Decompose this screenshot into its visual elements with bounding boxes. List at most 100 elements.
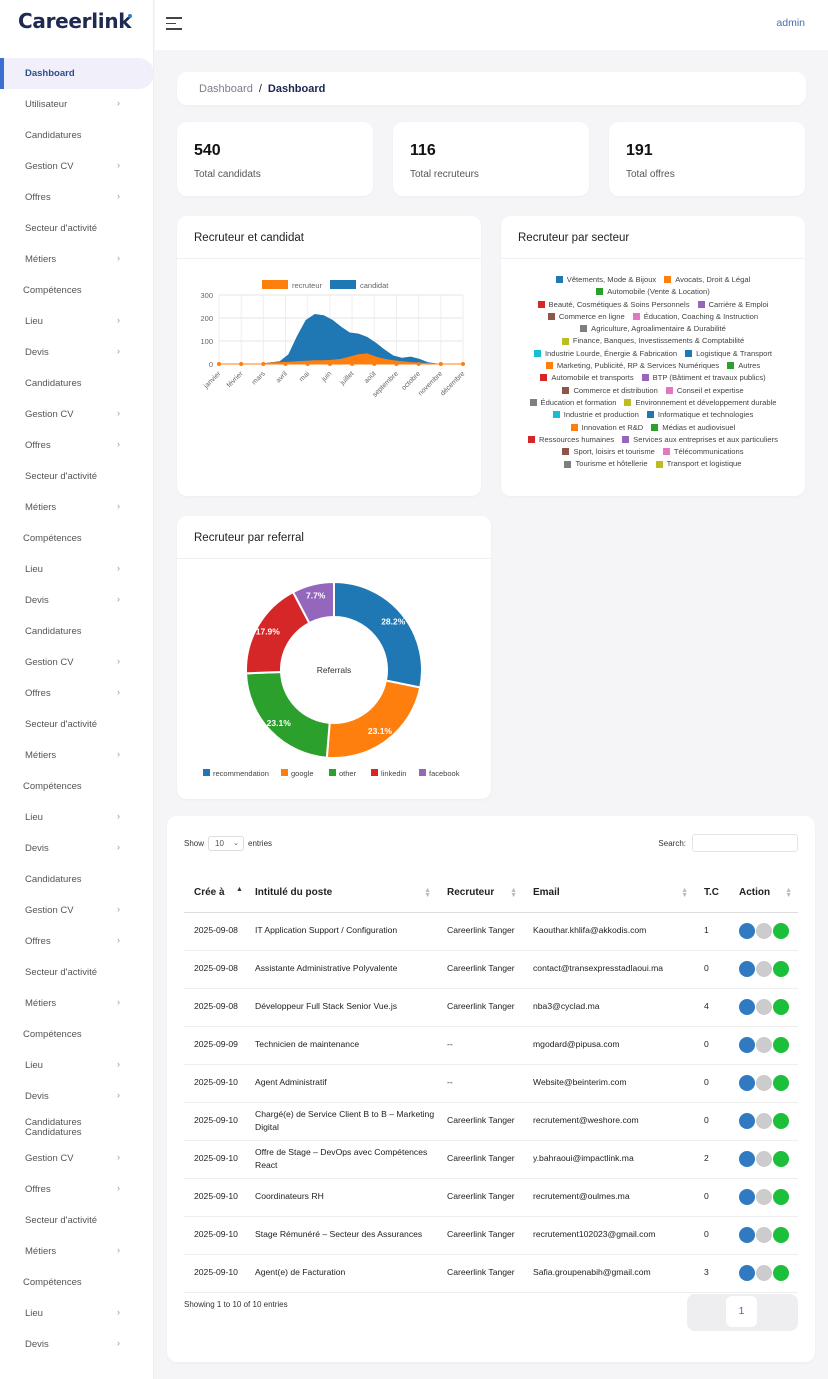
legend-item[interactable]: Logistique & Transport [685, 348, 772, 359]
user-menu[interactable]: admin [776, 17, 805, 29]
slice-facebook[interactable] [291, 580, 335, 625]
sidebar-item[interactable]: Devis › [0, 833, 153, 864]
legend-item[interactable]: Environnement et développement durable [624, 397, 776, 408]
sidebar-item[interactable]: Devis › [0, 337, 153, 368]
toggle-status-button[interactable] [773, 1189, 789, 1205]
legend-item[interactable]: Innovation et R&D [570, 422, 643, 433]
view-button[interactable] [739, 1189, 755, 1205]
menu-toggle-icon[interactable] [166, 17, 182, 31]
sidebar-item[interactable]: Candidatures [0, 120, 153, 151]
column-header-intitule[interactable]: Intitulé du poste ▲ ▼ [245, 874, 437, 913]
legend-item[interactable]: Services aux entreprises et aux particul… [622, 434, 778, 445]
edit-button[interactable] [756, 1037, 772, 1053]
view-button[interactable] [739, 1227, 755, 1243]
toggle-status-button[interactable] [773, 1113, 789, 1129]
page-size-select[interactable]: 10 ⌄ [208, 836, 245, 851]
sidebar-item[interactable]: Métiers › [0, 244, 153, 275]
column-header-cree-a[interactable]: Crée à ▲ [184, 874, 245, 913]
view-button[interactable] [739, 1113, 755, 1129]
sidebar-item[interactable]: Métiers › [0, 740, 153, 771]
legend-item[interactable]: Sport, loisirs et tourisme [562, 446, 655, 457]
legend-item[interactable]: Autres [727, 360, 760, 371]
legend-item[interactable]: Ressources humaines [528, 434, 614, 445]
legend-item[interactable]: Finance, Banques, Investissements & Comp… [561, 335, 744, 346]
sidebar-item[interactable]: Offres › [0, 430, 153, 461]
toggle-status-button[interactable] [773, 1227, 789, 1243]
edit-button[interactable] [756, 1189, 772, 1205]
sidebar-item[interactable]: Secteur d'activité [0, 461, 153, 492]
view-button[interactable] [739, 1151, 755, 1167]
legend-item[interactable]: Automobile (Vente & Location) [596, 286, 710, 297]
sidebar-item[interactable]: Lieu › [0, 1298, 153, 1329]
edit-button[interactable] [756, 961, 772, 977]
sidebar-item[interactable]: Offres › [0, 182, 153, 213]
slice-other[interactable] [245, 670, 331, 759]
column-header-tc[interactable]: T.C [694, 874, 729, 913]
legend-item[interactable]: Éducation, Coaching & Instruction [632, 311, 758, 322]
view-button[interactable] [739, 1075, 755, 1091]
edit-button[interactable] [756, 999, 772, 1015]
edit-button[interactable] [756, 1151, 772, 1167]
legend-item[interactable]: Éducation et formation [529, 397, 616, 408]
view-button[interactable] [739, 961, 755, 977]
sidebar-item[interactable]: Offres › [0, 1174, 153, 1205]
legend-item[interactable]: Beauté, Cosmétiques & Soins Personnels [537, 299, 690, 310]
column-header-recruteur[interactable]: Recruteur ▲ ▼ [437, 874, 523, 913]
column-header-email[interactable]: Email ▲ ▼ [523, 874, 694, 913]
toggle-status-button[interactable] [773, 999, 789, 1015]
edit-button[interactable] [756, 1227, 772, 1243]
legend-item[interactable]: Commerce en ligne [547, 311, 625, 322]
sidebar-item[interactable]: Lieu › [0, 1050, 153, 1081]
sidebar-item[interactable]: Compétences [0, 523, 153, 554]
legend-item[interactable]: Transport et logistique [655, 458, 742, 469]
sidebar-item[interactable]: Métiers › [0, 1236, 153, 1267]
legend-item[interactable]: Carrière & Emploi [697, 299, 768, 310]
search-input[interactable] [692, 834, 798, 852]
sidebar-item[interactable]: Lieu › [0, 306, 153, 337]
sidebar-item[interactable]: Devis › [0, 1081, 153, 1112]
legend-item[interactable]: BTP (Bâtiment et travaux publics) [641, 372, 766, 383]
page-button[interactable]: 1 [726, 1296, 757, 1327]
toggle-status-button[interactable] [773, 923, 789, 939]
legend-item[interactable]: Télécommunications [662, 446, 744, 457]
sidebar-item[interactable]: Secteur d'activité [0, 709, 153, 740]
legend-item[interactable]: Conseil et expertise [665, 385, 744, 396]
sidebar-item[interactable]: Métiers › [0, 988, 153, 1019]
careerlink-logo[interactable]: Careerlink [18, 6, 133, 36]
sidebar-item[interactable]: Dashboard [0, 58, 153, 89]
sidebar-item[interactable]: Secteur d'activité [0, 1205, 153, 1236]
toggle-status-button[interactable] [773, 1151, 789, 1167]
sidebar-item[interactable]: Candidatures [0, 368, 153, 399]
edit-button[interactable] [756, 923, 772, 939]
legend-item[interactable]: Industrie Lourde, Énergie & Fabrication [533, 348, 677, 359]
sidebar-item[interactable]: Offres › [0, 678, 153, 709]
sidebar-item[interactable]: Secteur d'activité [0, 213, 153, 244]
slice-google[interactable] [325, 679, 422, 760]
edit-button[interactable] [756, 1265, 772, 1281]
sidebar-item[interactable]: Lieu › [0, 802, 153, 833]
legend-item[interactable]: Industrie et production [552, 409, 639, 420]
legend-item[interactable]: Avocats, Droit & Légal [664, 274, 750, 285]
sidebar-item[interactable]: Candidatures [0, 616, 153, 647]
sidebar-item[interactable]: Devis › [0, 585, 153, 616]
sidebar-item[interactable]: Secteur d'activité [0, 957, 153, 988]
legend-item[interactable]: Commerce et distribution [562, 385, 658, 396]
legend-item[interactable]: Agriculture, Agroalimentaire & Durabilit… [580, 323, 726, 334]
sidebar-item[interactable]: Gestion CV › [0, 1143, 153, 1174]
sidebar-item[interactable]: Métiers › [0, 492, 153, 523]
sidebar-item[interactable]: Offres › [0, 926, 153, 957]
view-button[interactable] [739, 999, 755, 1015]
sidebar-item[interactable]: Devis › [0, 1329, 153, 1360]
toggle-status-button[interactable] [773, 961, 789, 977]
toggle-status-button[interactable] [773, 1075, 789, 1091]
sidebar-item[interactable]: Utilisateur › [0, 89, 153, 120]
sidebar-item[interactable]: Compétences [0, 771, 153, 802]
sidebar-item[interactable]: Gestion CV › [0, 399, 153, 430]
sidebar-item[interactable]: Compétences [0, 1267, 153, 1298]
column-header-action[interactable]: Action ▲ ▼ [729, 874, 798, 913]
edit-button[interactable] [756, 1075, 772, 1091]
legend-item[interactable]: Vêtements, Mode & Bijoux [555, 274, 656, 285]
sidebar-item[interactable]: Lieu › [0, 554, 153, 585]
sidebar-item[interactable]: Candidatures [0, 864, 153, 895]
legend-item[interactable]: Marketing, Publicité, RP & Services Numé… [545, 360, 719, 371]
